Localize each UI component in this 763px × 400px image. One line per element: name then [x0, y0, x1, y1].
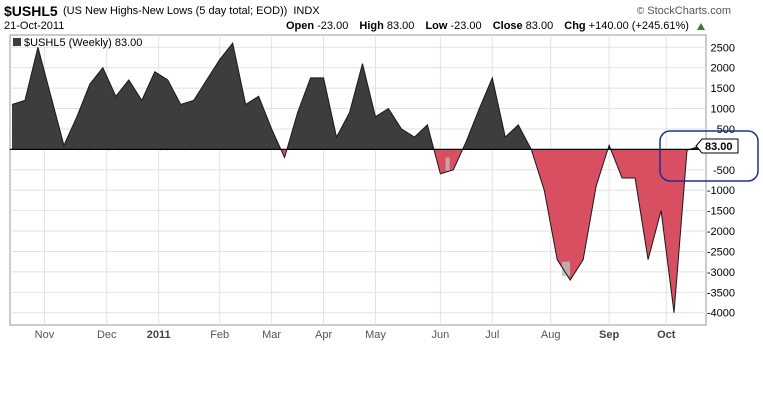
- copyright-icon: ©: [636, 6, 645, 17]
- open-value: -23.00: [317, 20, 349, 32]
- price-stats: Open -23.00 High 83.00 Low -23.00 Close 83.0…: [280, 20, 705, 32]
- low-value: -23.00: [450, 20, 482, 32]
- x-tick-label: Mar: [262, 329, 281, 341]
- y-tick-label: -3500: [707, 287, 735, 299]
- y-tick-label: 500: [717, 124, 735, 136]
- legend: $USHL5 (Weekly) 83.00: [13, 37, 142, 49]
- brand-text: StockCharts.com: [647, 5, 731, 17]
- high-value: 83.00: [386, 20, 415, 32]
- chart-date: 21-Oct-2011: [4, 20, 65, 32]
- last-value-marker: 83.00: [695, 138, 739, 154]
- symbol-description: (US New Highs-New Lows (5 day total; EOD…: [63, 5, 320, 17]
- shade-mark: [561, 261, 570, 276]
- chg-value: +140.00 (+245.61%): [588, 20, 689, 32]
- description-text: (US New Highs-New Lows (5 day total; EOD…: [63, 5, 288, 17]
- y-tick-label: 1500: [711, 83, 735, 95]
- x-tick-label: 2011: [147, 329, 171, 341]
- y-axis-labels: 2500 2000 1500 1000 500 -500 -1000 -1500 -2000 -2…: [707, 42, 735, 319]
- positive-area-segment: [286, 63, 434, 150]
- plot-background: [9, 34, 707, 326]
- x-tick-label: Jun: [432, 329, 450, 341]
- exchange-label: INDX: [293, 5, 320, 17]
- y-tick-label: 2500: [711, 42, 735, 54]
- y-tick-label: 2000: [711, 63, 735, 75]
- series-line: [11, 42, 701, 313]
- negative-area-segment: [531, 149, 608, 281]
- brand-label: © StockCharts.com: [637, 5, 731, 17]
- x-tick-label: Oct: [657, 329, 676, 341]
- shade-mark: [445, 157, 450, 171]
- series-line-group: [11, 42, 701, 313]
- x-tick-label: Dec: [97, 329, 117, 341]
- last-value-text: 83.00: [705, 141, 733, 153]
- last-value-box: [695, 138, 739, 154]
- close-value: 83.00: [525, 20, 554, 32]
- up-arrow-icon: [696, 22, 705, 30]
- negative-area-segment: [280, 149, 287, 158]
- legend-swatch: [13, 38, 21, 46]
- y-tick-label: -2500: [707, 246, 735, 258]
- negative-area-segment: [610, 149, 690, 313]
- open-label: Open: [286, 20, 315, 32]
- x-tick-label: Feb: [210, 329, 229, 341]
- close-label: Close: [492, 20, 523, 32]
- y-tick-label: -1000: [707, 185, 735, 197]
- y-tick-label: -2000: [707, 226, 735, 238]
- chart-header: $USHL5 (US New Highs-New Lows (5 day tot…: [0, 0, 763, 34]
- positive-area-segment: [462, 77, 532, 150]
- highlight-box: [659, 130, 759, 182]
- y-tick-label: -1500: [707, 206, 735, 218]
- low-label: Low: [425, 20, 448, 32]
- y-tick-label: -500: [713, 165, 735, 177]
- x-tick-label: May: [365, 329, 386, 341]
- high-label: High: [359, 20, 384, 32]
- negative-area: [280, 149, 690, 313]
- x-tick-label: Apr: [315, 329, 332, 341]
- x-tick-label: Jul: [485, 329, 499, 341]
- x-tick-label: Sep: [599, 329, 619, 341]
- y-tick-label: -3000: [707, 267, 735, 279]
- x-tick-label: Aug: [541, 329, 561, 341]
- chg-label: Chg: [564, 20, 586, 32]
- symbol-title: $USHL5: [4, 3, 58, 19]
- x-axis-labels: Nov Dec 2011 Feb Mar Apr May Jun Jul Aug Sep Oct: [35, 329, 676, 341]
- legend-label: $USHL5 (Weekly) 83.00: [24, 37, 142, 49]
- x-tick-label: Nov: [35, 329, 55, 341]
- y-tick-label: 1000: [711, 104, 735, 116]
- y-tick-label: -4000: [707, 308, 735, 320]
